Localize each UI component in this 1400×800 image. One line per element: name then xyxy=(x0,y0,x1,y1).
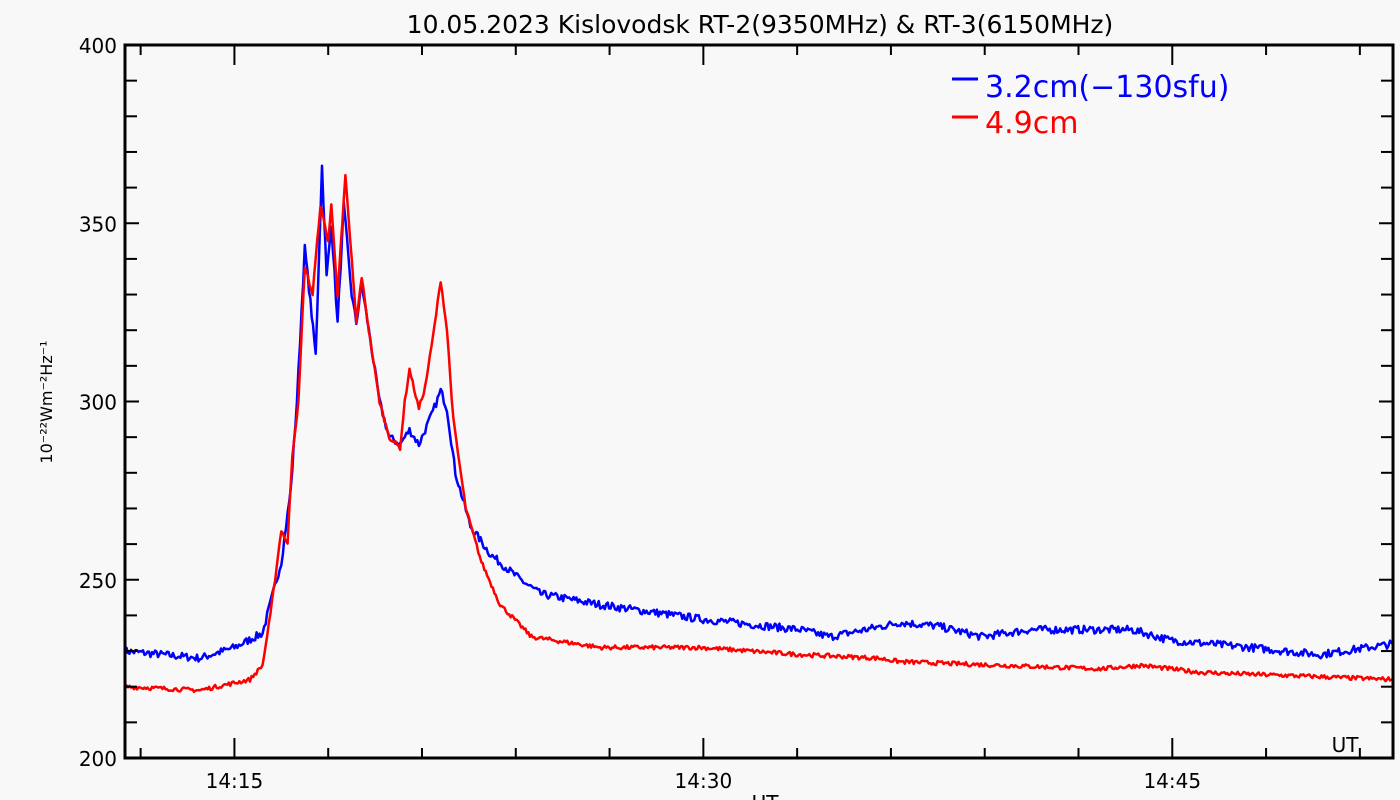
x-tick-label: 14:15 xyxy=(206,769,264,793)
x-tick-label: 14:45 xyxy=(1143,769,1201,793)
x-axis-label: UT xyxy=(752,791,780,800)
y-tick-label: 250 xyxy=(79,569,117,593)
ticks-layer: 200 250 300 350 400 14:15 14:30 14:45 xyxy=(79,34,1393,793)
y-tick-label: 350 xyxy=(79,212,117,236)
legend: 3.2cm(−130sfu) 4.9cm xyxy=(952,70,1229,141)
series-line-blue xyxy=(123,164,1394,663)
legend-label-blue: 3.2cm(−130sfu) xyxy=(985,70,1229,105)
y-axis-label: 10⁻²²Wm⁻²Hz⁻¹ xyxy=(37,340,56,463)
y-tick-label: 300 xyxy=(79,391,117,415)
x-tick-label: 14:30 xyxy=(675,769,733,793)
x-axis-label-inside: UT xyxy=(1332,733,1360,757)
series-layer xyxy=(123,164,1394,694)
chart-title: 10.05.2023 Kislovodsk RT-2(9350MHz) & RT… xyxy=(407,10,1114,39)
series-line-red xyxy=(124,173,1394,694)
y-tick-label: 200 xyxy=(79,747,117,771)
y-tick-label: 400 xyxy=(79,34,117,58)
legend-label-red: 4.9cm xyxy=(985,106,1078,141)
